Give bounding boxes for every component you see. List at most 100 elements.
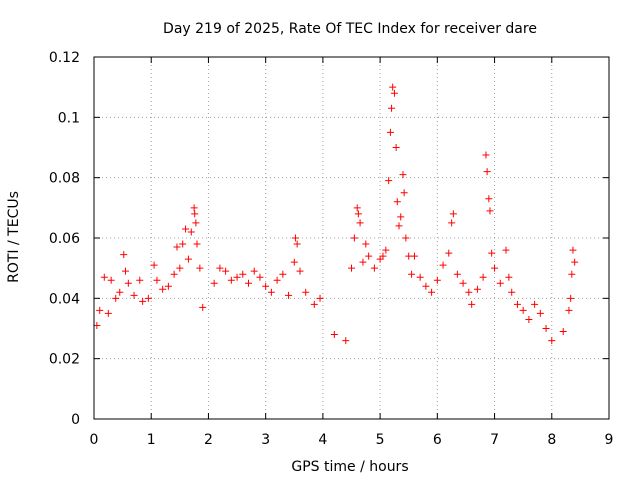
data-point (121, 267, 129, 275)
data-point (559, 328, 567, 336)
data-point (227, 276, 235, 284)
x-tick-label: 5 (376, 432, 385, 448)
data-point (502, 246, 510, 254)
data-point (505, 273, 513, 281)
data-point (348, 264, 355, 272)
data-point (400, 189, 408, 197)
data-point (310, 300, 318, 308)
data-point (187, 228, 195, 236)
data-point (191, 210, 199, 218)
data-point (513, 300, 521, 308)
data-point (448, 219, 456, 227)
data-point (316, 294, 324, 302)
data-point (531, 300, 539, 308)
data-point (382, 246, 390, 254)
data-point (144, 294, 152, 302)
data-point (159, 285, 167, 293)
data-point (136, 276, 144, 284)
data-point (222, 267, 230, 275)
data-point (173, 243, 181, 251)
data-point (508, 288, 516, 296)
data-point (285, 291, 293, 299)
data-point (190, 204, 198, 212)
data-point (96, 306, 104, 314)
x-tick-label: 0 (90, 432, 99, 448)
data-point (112, 294, 120, 302)
data-point (239, 270, 247, 278)
data-point (428, 288, 436, 296)
data-point (410, 252, 418, 260)
x-tick-label: 2 (204, 432, 213, 448)
data-point (362, 240, 370, 248)
data-point (416, 273, 424, 281)
data-point (479, 273, 487, 281)
data-point (291, 234, 299, 242)
x-axis-ticks: 0 1 2 3 4 5 6 7 8 9 (90, 57, 614, 448)
data-point (302, 288, 310, 296)
x-tick-label: 3 (261, 432, 270, 448)
y-tick-label: 0.02 (49, 352, 80, 368)
data-point (182, 225, 190, 233)
data-point (468, 300, 476, 308)
data-point (192, 219, 200, 227)
data-point (389, 83, 397, 91)
data-point (390, 89, 398, 97)
data-point (250, 267, 258, 275)
data-point (267, 288, 275, 296)
data-point (350, 234, 358, 242)
data-point (473, 285, 481, 293)
data-point (296, 267, 304, 275)
data-point (459, 279, 467, 287)
data-point (193, 240, 201, 248)
y-tick-label: 0.1 (58, 110, 80, 126)
y-tick-label: 0 (71, 412, 80, 428)
data-point (565, 306, 573, 314)
data-point (170, 270, 178, 278)
data-point (293, 240, 301, 248)
data-point (107, 276, 115, 284)
grid-lines (94, 57, 609, 419)
data-point (536, 309, 544, 317)
data-point (176, 264, 184, 272)
data-point (408, 270, 416, 278)
data-point (376, 255, 384, 263)
y-tick-label: 0.08 (49, 171, 80, 187)
x-tick-label: 9 (605, 432, 614, 448)
data-point (483, 168, 491, 176)
data-point (439, 261, 447, 269)
data-point (273, 276, 281, 284)
data-point (445, 249, 453, 257)
data-point (433, 276, 441, 284)
data-point (486, 207, 494, 215)
data-point (392, 144, 400, 151)
data-point (485, 195, 493, 203)
data-point (150, 261, 158, 269)
data-point (567, 294, 575, 302)
data-point (93, 321, 101, 329)
x-tick-label: 8 (547, 432, 556, 448)
data-point (256, 273, 264, 281)
data-point (393, 198, 401, 206)
y-axis-title: ROTI / TECUs (6, 191, 22, 283)
x-axis-title: GPS time / hours (291, 459, 408, 475)
data-point (525, 315, 533, 323)
x-tick-label: 1 (147, 432, 156, 448)
data-point (164, 282, 172, 290)
data-point (365, 252, 373, 260)
data-point (120, 251, 128, 259)
data-point (153, 276, 161, 284)
data-point (233, 273, 241, 281)
data-point (210, 279, 218, 287)
y-axis-ticks: 0 0.02 0.04 0.06 0.08 0.1 0.12 (49, 50, 609, 428)
chart-title: Day 219 of 2025, Rate Of TEC Index for r… (163, 21, 537, 37)
x-tick-label: 4 (318, 432, 327, 448)
y-tick-label: 0.12 (49, 50, 80, 66)
data-point (342, 337, 350, 345)
data-point (100, 273, 108, 281)
data-point (453, 270, 461, 278)
data-point (130, 291, 138, 299)
data-point (356, 219, 364, 227)
y-tick-label: 0.04 (49, 291, 80, 307)
data-point (116, 288, 124, 296)
